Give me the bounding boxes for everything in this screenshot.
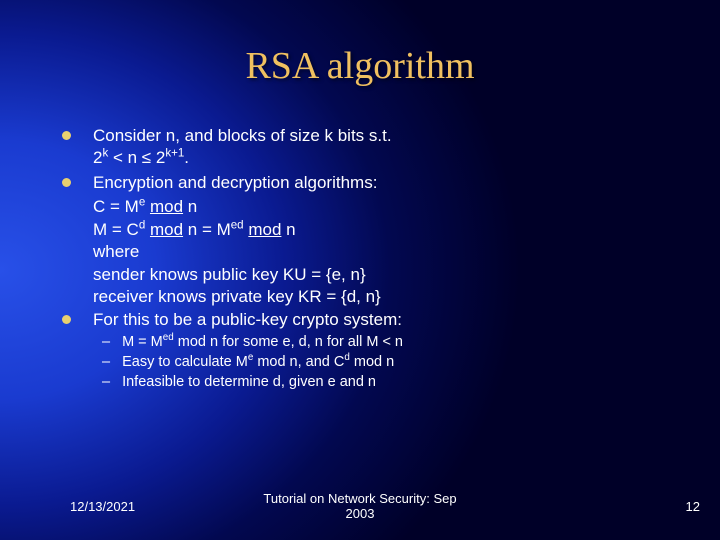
dash-icon: – bbox=[102, 373, 110, 392]
text-segment: mod n, and C bbox=[253, 354, 344, 370]
indented-line: M = Cd mod n = Med mod n bbox=[93, 219, 680, 241]
dash-icon: – bbox=[102, 353, 110, 372]
superscript: ed bbox=[231, 219, 244, 231]
underlined: mod bbox=[150, 220, 183, 239]
sub-list: – M = Med mod n for some e, d, n for all… bbox=[102, 333, 680, 392]
slide-content: Consider n, and blocks of size k bits s.… bbox=[62, 125, 680, 393]
bullet-dot-icon bbox=[62, 178, 71, 187]
text-segment: . bbox=[184, 148, 189, 167]
bullet-dot-icon bbox=[62, 131, 71, 140]
dash-icon: – bbox=[102, 333, 110, 352]
footer-center-line2: 2003 bbox=[346, 506, 375, 521]
slide-title: RSA algorithm bbox=[0, 44, 720, 88]
text-segment: M = C bbox=[93, 220, 139, 239]
text-segment: n = M bbox=[183, 220, 231, 239]
indented-line: where bbox=[93, 241, 680, 263]
bullet-item: For this to be a public-key crypto syste… bbox=[62, 309, 680, 331]
text-segment: mod n bbox=[350, 354, 394, 370]
text-segment: mod n for some e, d, n for all M < n bbox=[174, 334, 403, 350]
text-segment: C = M bbox=[93, 197, 139, 216]
bullet-text: For this to be a public-key crypto syste… bbox=[93, 309, 680, 331]
slide: RSA algorithm Consider n, and blocks of … bbox=[0, 0, 720, 540]
indented-line: C = Me mod n bbox=[93, 196, 680, 218]
indented-line: receiver knows private key KR = {d, n} bbox=[93, 286, 680, 308]
sub-text: M = Med mod n for some e, d, n for all M… bbox=[122, 333, 403, 352]
bullet-text: Consider n, and blocks of size k bits s.… bbox=[93, 125, 680, 170]
footer-page-number: 12 bbox=[686, 499, 700, 514]
underlined: mod bbox=[248, 220, 281, 239]
text-line: Encryption and decryption algorithms: bbox=[93, 173, 377, 192]
bullet-item: Consider n, and blocks of size k bits s.… bbox=[62, 125, 680, 170]
sub-item: – M = Med mod n for some e, d, n for all… bbox=[102, 333, 680, 352]
text-segment: Easy to calculate M bbox=[122, 354, 248, 370]
text-segment: < n ≤ 2 bbox=[108, 148, 165, 167]
sub-text: Easy to calculate Me mod n, and Cd mod n bbox=[122, 353, 394, 372]
underlined: mod bbox=[150, 197, 183, 216]
superscript: ed bbox=[163, 332, 174, 343]
bullet-dot-icon bbox=[62, 315, 71, 324]
bullet-text: Encryption and decryption algorithms: bbox=[93, 172, 680, 194]
text-line: Consider n, and blocks of size k bits s.… bbox=[93, 126, 392, 145]
bullet-item: Encryption and decryption algorithms: bbox=[62, 172, 680, 194]
sub-item: – Infeasible to determine d, given e and… bbox=[102, 373, 680, 392]
sub-item: – Easy to calculate Me mod n, and Cd mod… bbox=[102, 353, 680, 372]
footer-center-line1: Tutorial on Network Security: Sep bbox=[263, 491, 456, 506]
footer: 12/13/2021 Tutorial on Network Security:… bbox=[0, 491, 720, 522]
text-segment: n bbox=[183, 197, 197, 216]
superscript: k+1 bbox=[165, 148, 184, 160]
footer-date: 12/13/2021 bbox=[70, 499, 135, 514]
text-segment: M = M bbox=[122, 334, 163, 350]
text-segment: n bbox=[281, 220, 295, 239]
sub-text: Infeasible to determine d, given e and n bbox=[122, 373, 376, 392]
indented-line: sender knows public key KU = {e, n} bbox=[93, 264, 680, 286]
